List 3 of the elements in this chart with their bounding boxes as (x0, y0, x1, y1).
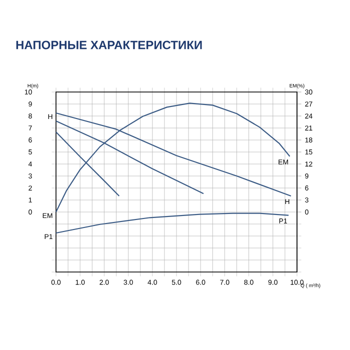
chart-title: НАПОРНЫЕ ХАРАКТЕРИСТИКИ (16, 40, 202, 50)
line-series (55, 212, 290, 234)
line-series (55, 102, 290, 213)
